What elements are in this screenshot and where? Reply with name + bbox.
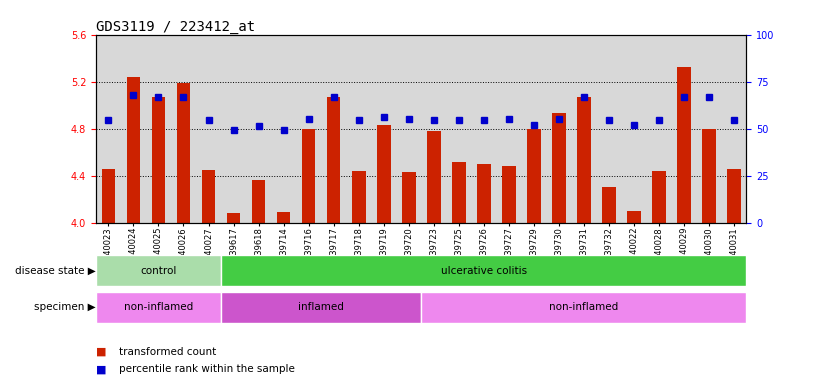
Bar [477,164,490,223]
Bar [427,131,440,223]
Text: inflamed: inflamed [298,302,344,312]
Bar [227,213,240,223]
Bar [102,169,115,223]
Text: disease state ▶: disease state ▶ [15,266,96,276]
Bar [221,255,746,286]
Bar [702,129,716,223]
Bar [352,171,365,223]
Bar [221,292,421,323]
Bar [96,292,221,323]
Bar [677,68,691,223]
Bar [377,125,390,223]
Text: percentile rank within the sample: percentile rank within the sample [119,364,295,374]
Text: ■: ■ [96,364,107,374]
Bar [421,292,746,323]
Text: non-inflamed: non-inflamed [549,302,619,312]
Text: non-inflamed: non-inflamed [123,302,193,312]
Bar [652,171,666,223]
Bar [202,170,215,223]
Bar [527,129,540,223]
Text: GDS3119 / 223412_at: GDS3119 / 223412_at [96,20,255,33]
Bar [727,169,741,223]
Bar [552,113,565,223]
Bar [127,77,140,223]
Bar [327,97,340,223]
Bar [252,180,265,223]
Bar [402,172,415,223]
Bar [577,97,590,223]
Bar [602,187,615,223]
Text: control: control [140,266,177,276]
Bar [96,255,221,286]
Bar [152,97,165,223]
Bar [177,83,190,223]
Bar [302,129,315,223]
Bar [452,162,465,223]
Bar [502,166,515,223]
Bar [277,212,290,223]
Text: transformed count: transformed count [119,347,217,357]
Text: ulcerative colitis: ulcerative colitis [440,266,527,276]
Text: ■: ■ [96,347,107,357]
Bar [627,211,641,223]
Text: specimen ▶: specimen ▶ [34,302,96,312]
